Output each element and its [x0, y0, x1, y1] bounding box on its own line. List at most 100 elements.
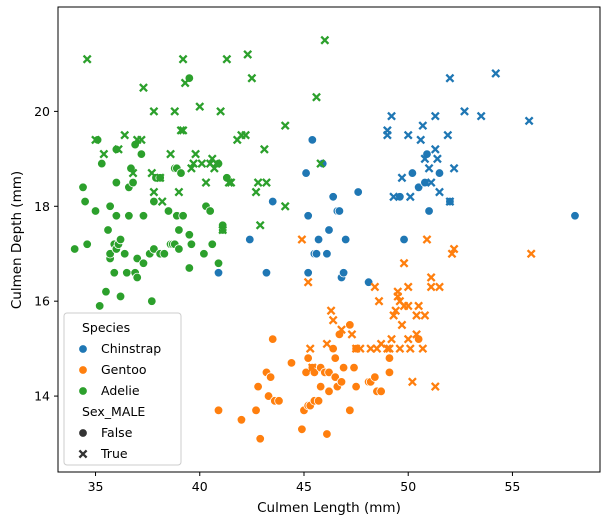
- point-adelie-male: [128, 168, 138, 178]
- legend-marker-true: [78, 449, 88, 459]
- point-adelie-male-stroke: [187, 163, 196, 173]
- x-tick-label: 45: [296, 479, 312, 494]
- point-chinstrap-male-stroke: [430, 144, 440, 154]
- point-adelie-male-stroke: [178, 54, 188, 64]
- point-gentoo-male: [297, 235, 307, 244]
- x-axis: 35 40 45 50 55: [88, 472, 520, 494]
- point-chinstrap-male-stroke: [403, 130, 413, 140]
- point-chinstrap-male-stroke: [424, 163, 434, 173]
- point-adelie-male: [255, 220, 265, 230]
- point-adelie-female: [78, 182, 88, 193]
- point-adelie-male: [259, 144, 269, 154]
- point-adelie-male: [155, 173, 165, 183]
- point-adelie-female: [92, 135, 103, 145]
- point-chinstrap-male: [397, 173, 407, 183]
- point-gentoo-female: [330, 372, 340, 382]
- legend-marker-adelie: [78, 386, 88, 396]
- point-adelie-female: [97, 158, 107, 169]
- x-tick-label: 35: [88, 479, 104, 494]
- point-gentoo-female: [213, 405, 224, 416]
- point-adelie-male: [222, 54, 232, 64]
- point-gentoo-male: [426, 273, 436, 282]
- y-axis: 14 16 18 20: [34, 104, 58, 404]
- point-adelie-female: [69, 244, 80, 254]
- point-adelie-female: [101, 286, 111, 297]
- point-adelie-male: [149, 106, 159, 116]
- point-chinstrap-male-stroke: [524, 116, 534, 126]
- point-chinstrap-male: [524, 116, 534, 126]
- point-gentoo-male: [403, 334, 413, 344]
- point-adelie-female: [138, 211, 149, 221]
- point-gentoo-female: [309, 367, 320, 378]
- point-adelie-male-stroke: [82, 54, 92, 64]
- point-chinstrap-male: [432, 154, 442, 164]
- point-chinstrap-female: [413, 182, 424, 193]
- point-gentoo-male-stroke: [303, 277, 313, 287]
- point-gentoo-female: [324, 386, 334, 397]
- point-adelie-female: [132, 253, 142, 264]
- point-gentoo-female: [286, 358, 297, 368]
- point-adelie-male: [178, 125, 188, 135]
- point-gentoo-male-stroke: [405, 344, 415, 354]
- point-adelie-male-stroke: [191, 149, 200, 159]
- point-adelie-male-stroke: [170, 106, 180, 116]
- point-gentoo-male: [307, 363, 317, 373]
- point-adelie-female: [111, 177, 122, 188]
- point-gentoo-male-stroke: [326, 306, 336, 316]
- point-gentoo-female: [345, 320, 355, 330]
- point-gentoo-male: [355, 344, 365, 354]
- legend-style-title: Sex_MALE: [82, 404, 145, 419]
- point-adelie-female: [136, 149, 147, 159]
- point-chinstrap-male: [418, 121, 428, 131]
- point-gentoo-male-stroke: [399, 258, 409, 268]
- point-gentoo-male-stroke: [422, 235, 432, 244]
- point-chinstrap-male: [491, 69, 501, 78]
- x-tick-label: 50: [400, 479, 416, 494]
- point-adelie-male: [82, 54, 92, 64]
- point-gentoo-male-stroke: [403, 282, 413, 292]
- point-gentoo-male-stroke: [526, 249, 536, 259]
- point-chinstrap-female: [322, 249, 332, 259]
- point-chinstrap-female: [399, 234, 409, 245]
- point-adelie-male-stroke: [216, 106, 226, 116]
- legend-marker-gentoo: [78, 365, 88, 375]
- point-chinstrap-female: [307, 135, 318, 145]
- point-adelie-male-stroke: [201, 178, 211, 187]
- point-adelie-male-stroke: [320, 35, 330, 45]
- point-adelie-female: [132, 272, 142, 283]
- point-chinstrap-male: [387, 111, 396, 121]
- point-chinstrap-male: [449, 163, 459, 173]
- point-gentoo-male: [305, 344, 315, 354]
- y-tick-label: 16: [34, 294, 50, 309]
- point-chinstrap-male-stroke: [416, 135, 426, 145]
- point-adelie-female: [205, 206, 215, 216]
- point-adelie-male: [262, 178, 271, 187]
- point-gentoo-female: [413, 334, 424, 344]
- point-gentoo-female: [384, 353, 395, 363]
- point-adelie-female: [115, 291, 126, 302]
- point-adelie-female: [82, 239, 92, 249]
- point-adelie-male-stroke: [316, 159, 326, 168]
- point-adelie-male: [247, 73, 257, 83]
- point-adelie-male-stroke: [247, 73, 257, 83]
- point-adelie-male-stroke: [166, 149, 175, 159]
- point-adelie-female: [174, 244, 184, 254]
- point-chinstrap-male-stroke: [449, 163, 459, 173]
- point-adelie-male-stroke: [180, 78, 190, 88]
- point-gentoo-male-stroke: [307, 363, 317, 373]
- point-adelie-male: [241, 130, 251, 140]
- point-adelie-female: [128, 177, 138, 188]
- legend: Species Chinstrap Gentoo Adelie Sex_MALE Fals…: [63, 312, 182, 466]
- point-adelie-male-stroke: [91, 135, 100, 145]
- point-adelie-female: [159, 249, 170, 259]
- point-adelie-male: [316, 159, 326, 168]
- point-gentoo-male-stroke: [328, 315, 338, 325]
- point-adelie-male-stroke: [174, 187, 184, 197]
- point-adelie-male: [176, 125, 186, 135]
- point-adelie-male-stroke: [209, 163, 219, 173]
- point-adelie-female: [109, 268, 119, 278]
- point-adelie-male: [251, 187, 261, 197]
- x-axis-label: Culmen Length (mm): [257, 500, 401, 516]
- point-adelie-male: [120, 130, 130, 140]
- legend-label-chinstrap: Chinstrap: [101, 341, 161, 356]
